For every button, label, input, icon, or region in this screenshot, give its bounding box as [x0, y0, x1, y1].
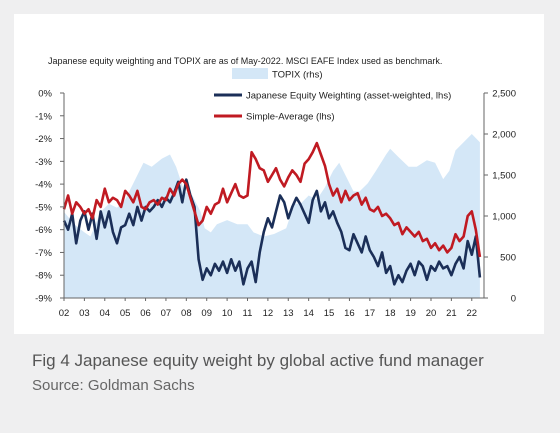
figure-source: Source: Goldman Sachs — [32, 377, 195, 394]
x-tick-label: 02 — [59, 308, 70, 319]
chart: Japanese equity weighting and TOPIX are … — [14, 14, 544, 334]
x-tick-label: 07 — [161, 308, 172, 319]
legend-label: Simple-Average (lhs) — [246, 112, 335, 123]
equity-weighting-line — [62, 178, 482, 286]
y-left-tick-label: -8% — [35, 271, 52, 282]
axes-layer: 0% -1% -2% -3% -4% -5% -6% -7% -8% -9% 2,500 2,000 1… — [35, 89, 516, 320]
x-tick-label: 04 — [99, 308, 110, 319]
chart-note: Japanese equity weighting and TOPIX are … — [48, 56, 442, 66]
legend-label: TOPIX (rhs) — [272, 70, 323, 81]
x-tick-label: 05 — [120, 308, 131, 319]
legend-label: Japanese Equity Weighting (asset-weighte… — [246, 91, 451, 102]
x-tick-label: 08 — [181, 308, 192, 319]
x-tick-label: 18 — [385, 308, 396, 319]
x-tick-label: 09 — [201, 308, 212, 319]
x-tick-label: 19 — [405, 308, 416, 319]
y-right-tick-label: 2,000 — [492, 130, 516, 141]
x-tick-label: 10 — [222, 308, 233, 319]
legend-swatch-topix — [232, 68, 268, 79]
y-left-tick-label: 0% — [38, 89, 52, 100]
y-right-tick-label: 1,500 — [492, 171, 516, 182]
y-right-tick-label: 1,000 — [492, 212, 516, 223]
x-tick-label: 14 — [303, 308, 314, 319]
y-left-tick-label: -7% — [35, 248, 52, 259]
y-left-tick-label: -4% — [35, 180, 52, 191]
y-left-tick-label: -2% — [35, 134, 52, 145]
simple-average-line — [62, 141, 482, 258]
y-right-tick-label: 500 — [500, 253, 516, 264]
y-left-tick-label: -3% — [35, 157, 52, 168]
x-tick-label: 17 — [365, 308, 376, 319]
chart-svg: Japanese equity weighting and TOPIX are … — [14, 14, 544, 334]
x-tick-label: 11 — [243, 308, 253, 319]
x-tick-label: 03 — [79, 308, 90, 319]
topix-area-layer — [64, 134, 480, 298]
x-tick-label: 21 — [446, 308, 457, 319]
x-tick-label: 13 — [283, 308, 294, 319]
y-left-tick-label: -6% — [35, 225, 52, 236]
x-tick-label: 06 — [140, 308, 151, 319]
y-left-tick-label: -5% — [35, 202, 52, 213]
figure-caption: Fig 4 Japanese equity weight by global a… — [32, 351, 484, 370]
y-right-tick-label: 0 — [511, 294, 516, 305]
y-left-tick-label: -9% — [35, 294, 52, 305]
x-tick-label: 20 — [426, 308, 437, 319]
legend: TOPIX (rhs) Japanese Equity Weighting (as… — [214, 68, 451, 123]
x-tick-label: 15 — [324, 308, 335, 319]
topix-area — [64, 134, 480, 298]
y-left-tick-label: -1% — [35, 111, 52, 122]
x-tick-label: 22 — [466, 308, 477, 319]
y-right-tick-label: 2,500 — [492, 89, 516, 100]
series-lines-layer — [62, 141, 482, 286]
x-tick-label: 12 — [263, 308, 274, 319]
x-tick-label: 16 — [344, 308, 355, 319]
